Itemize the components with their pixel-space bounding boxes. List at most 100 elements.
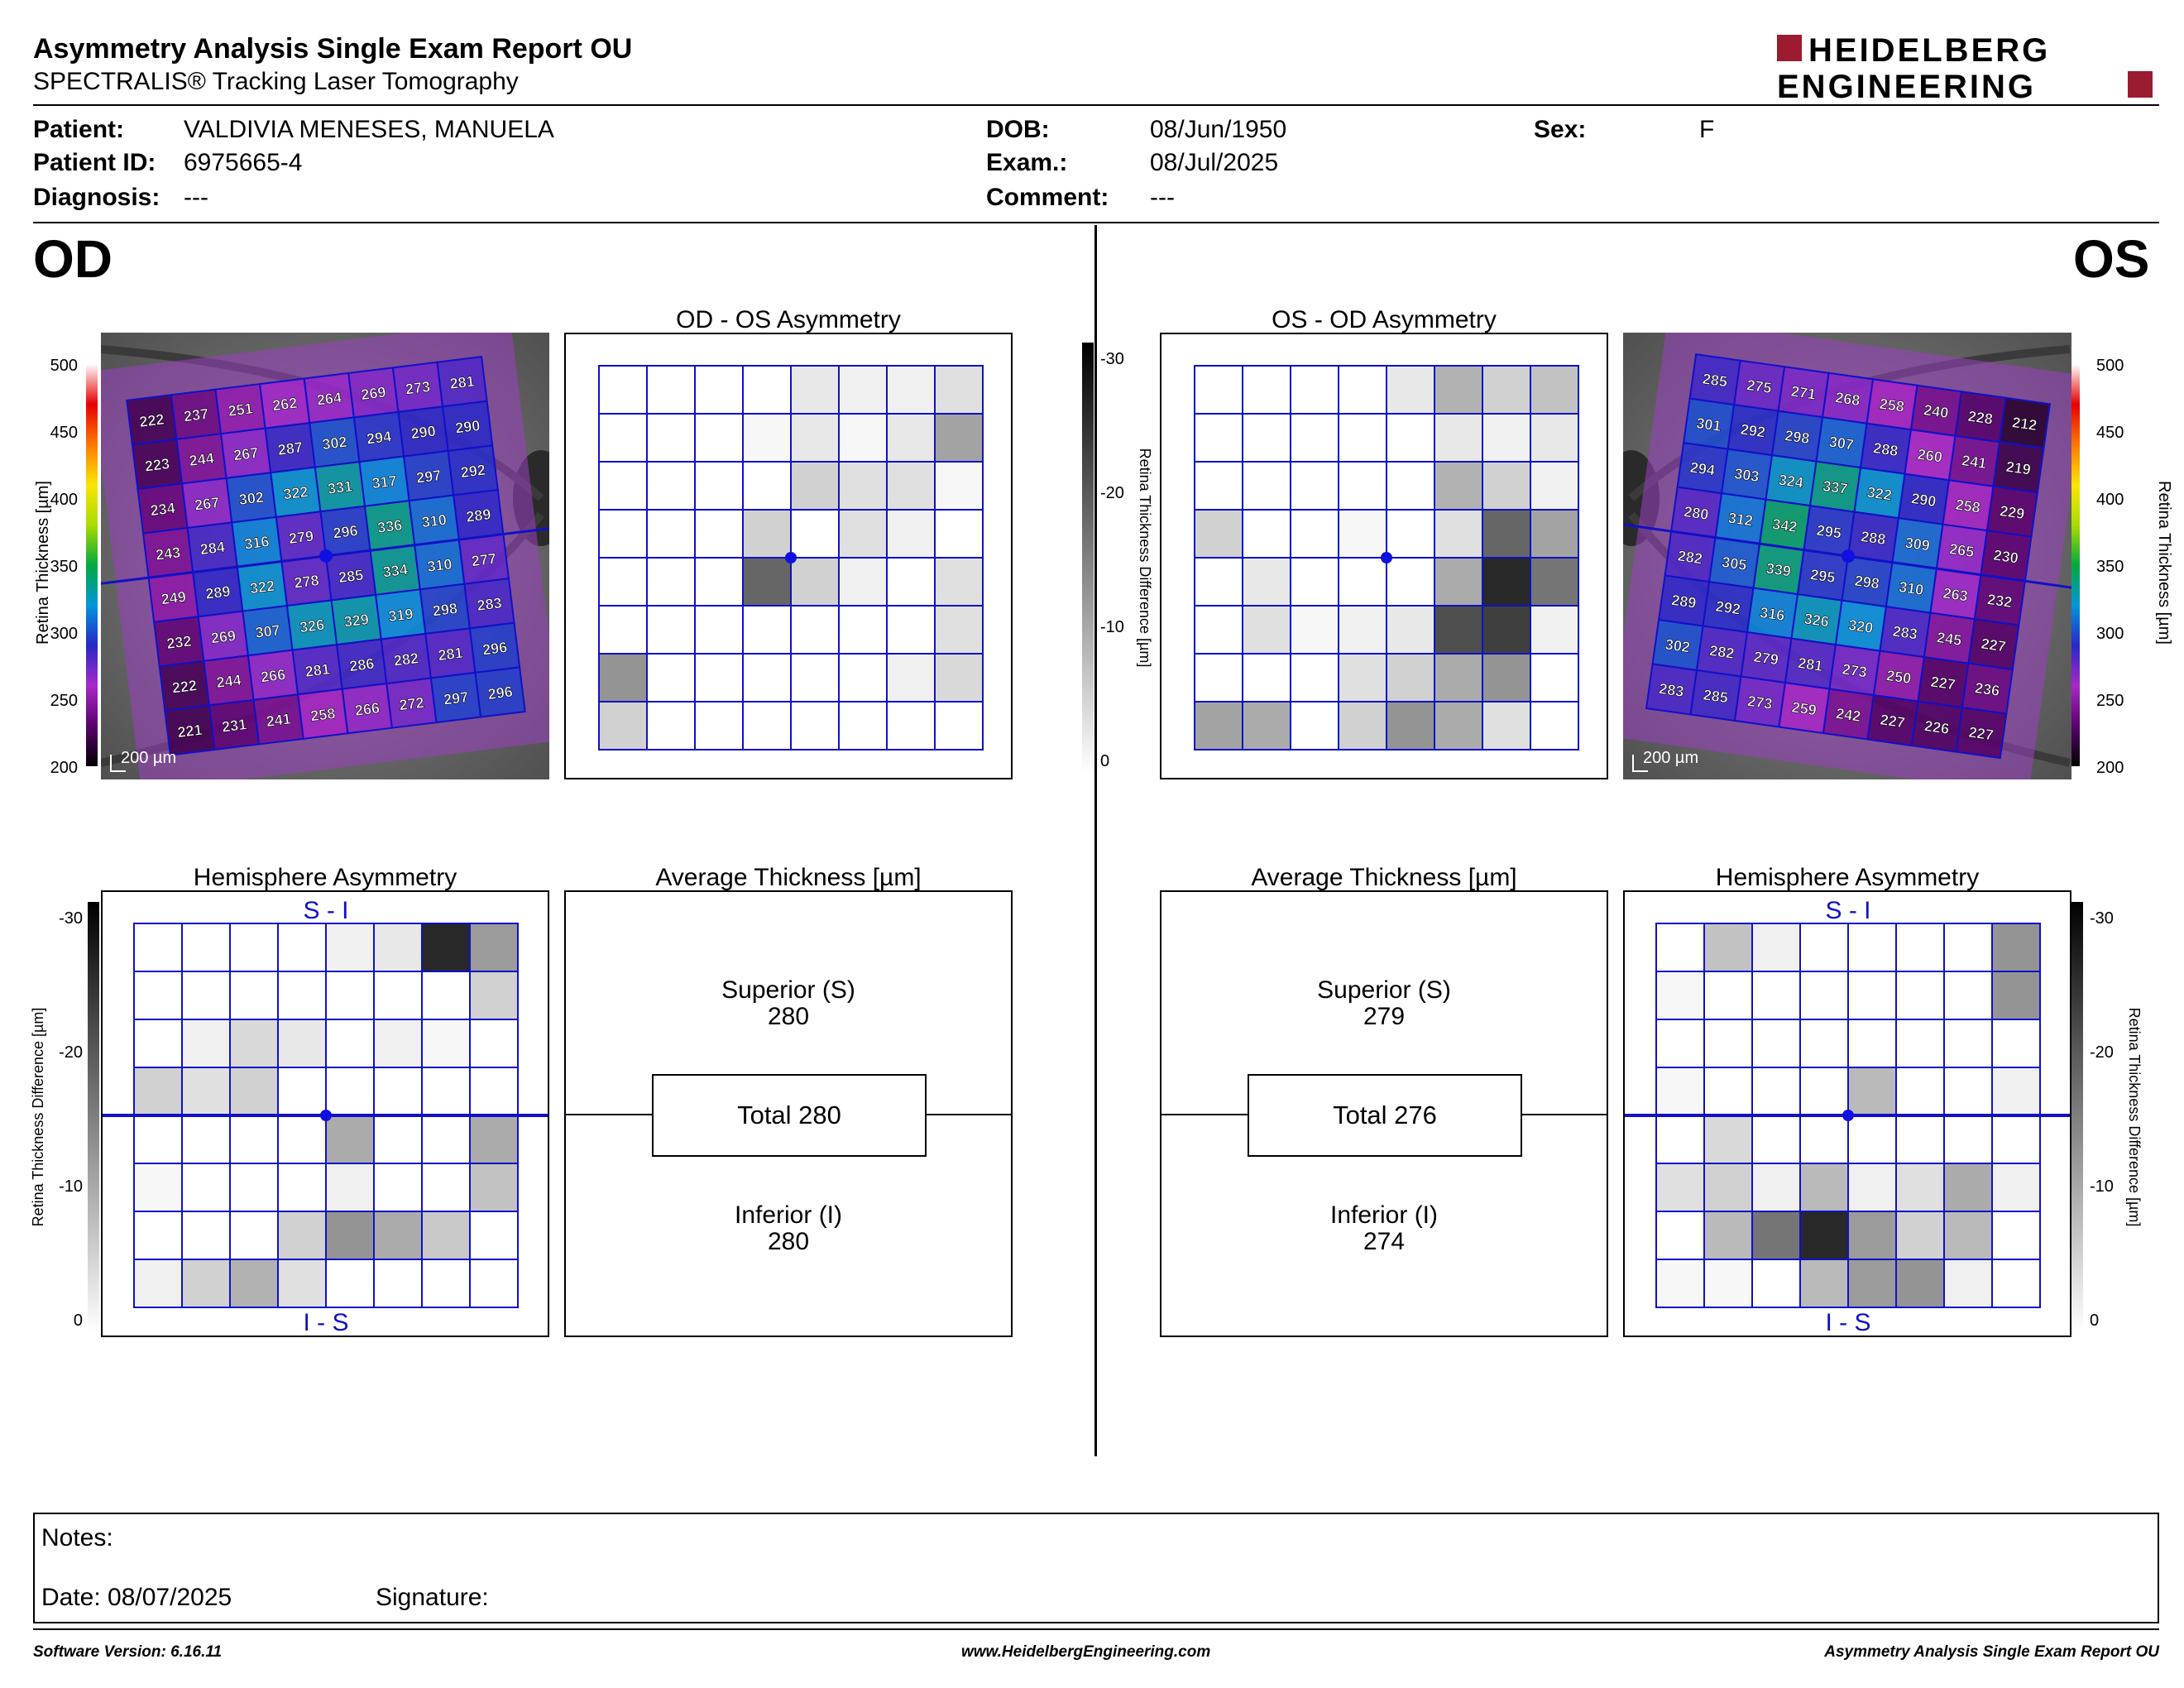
patient-id-label: Patient ID: — [33, 149, 156, 176]
grid-cell — [1655, 1259, 1705, 1308]
grid-cell — [1943, 1019, 1993, 1068]
grid-cell — [133, 1067, 183, 1116]
grid-cell — [1655, 1115, 1705, 1164]
website-link[interactable]: www.HeidelbergEngineering.com — [961, 1643, 1211, 1661]
thickness-tick-label: 500 — [2096, 357, 2124, 375]
thickness-value: 281 — [437, 645, 463, 664]
grid-cell — [373, 1019, 423, 1068]
thickness-value: 269 — [210, 627, 237, 647]
grid-cell — [1530, 557, 1579, 607]
grid-cell — [325, 1211, 375, 1260]
thickness-value: 251 — [228, 400, 254, 420]
grid-cell — [1847, 1115, 1897, 1164]
grid-cell — [1242, 509, 1291, 559]
grid-cell — [598, 413, 648, 463]
od-fundus-thickness-map: 222 237 251 262 264 269 273 281 223 244 267 287 302 2… — [85, 319, 569, 793]
grid-cell — [1290, 413, 1339, 463]
sex-value: F — [1699, 116, 1715, 143]
sex-label: Sex: — [1534, 116, 1587, 143]
grid-cell — [133, 923, 183, 972]
svg-text:HEIDELBERG: HEIDELBERG — [1808, 32, 2050, 69]
header-divider — [33, 104, 2159, 106]
exam-label: Exam.: — [986, 149, 1068, 176]
thickness-value: 260 — [1917, 446, 1944, 466]
thickness-value: 336 — [376, 516, 403, 536]
grid-cell — [1799, 1067, 1849, 1116]
thickness-value: 329 — [343, 611, 370, 631]
grid-cell — [1530, 653, 1579, 703]
thickness-value: 296 — [332, 522, 358, 542]
thickness-value: 302 — [238, 489, 265, 509]
grid-cell — [229, 1259, 279, 1308]
thickness-value: 277 — [471, 550, 497, 570]
grid-cell — [1703, 1019, 1753, 1068]
thickness-value: 227 — [1929, 674, 1956, 693]
grid-cell — [133, 1019, 183, 1068]
report-title: Asymmetry Analysis Single Exam Report OU — [33, 33, 633, 65]
grid-cell — [1242, 701, 1291, 750]
thickness-value: 334 — [382, 561, 409, 581]
grid-cell — [1338, 365, 1387, 415]
grid-cell — [277, 923, 327, 972]
patient-name: VALDIVIA MENESES, MANUELA — [184, 116, 554, 143]
grid-cell — [1434, 605, 1483, 655]
grid-cell — [742, 509, 792, 559]
grid-cell — [1895, 1259, 1945, 1308]
grid-cell — [469, 1067, 519, 1116]
grid-cell — [229, 1019, 279, 1068]
grid-cell — [373, 1115, 423, 1164]
notes-box[interactable]: Notes: Date: 08/07/2025 Signature: — [33, 1513, 2159, 1623]
thickness-value: 307 — [1828, 434, 1856, 453]
grid-cell — [1799, 1019, 1849, 1068]
grid-cell — [1386, 413, 1435, 463]
grid-cell — [1895, 1211, 1945, 1260]
scale-bar — [1632, 755, 1648, 772]
grid-cell — [229, 1211, 279, 1260]
grid-cell — [1895, 923, 1945, 972]
thickness-value: 310 — [1898, 578, 1925, 598]
thickness-value: 326 — [299, 616, 325, 636]
thickness-value: 266 — [260, 666, 286, 686]
grid-cell — [1991, 923, 2041, 972]
thickness-value: 232 — [165, 633, 192, 653]
grid-cell — [421, 1163, 471, 1212]
grid-cell — [1847, 1019, 1897, 1068]
grid-cell — [1434, 557, 1483, 607]
grid-cell — [1847, 923, 1897, 972]
grid-cell — [790, 557, 840, 607]
thickness-value: 290 — [454, 417, 481, 437]
grid-cell — [1991, 1211, 2041, 1260]
thickness-value: 298 — [1784, 427, 1811, 447]
thickness-value: 219 — [2005, 458, 2033, 478]
info-divider — [33, 222, 2159, 223]
grid-cell — [1847, 971, 1897, 1020]
difference-axis-label: Retina Thickness Difference [µm] — [30, 1008, 46, 1227]
difference-gray-bar — [88, 902, 99, 1332]
grid-cell — [1338, 509, 1387, 559]
grid-cell — [790, 605, 840, 655]
grid-cell — [1338, 653, 1387, 703]
dob-value: 08/Jun/1950 — [1150, 116, 1287, 143]
grid-cell — [181, 1067, 231, 1116]
thickness-value: 250 — [1885, 667, 1913, 687]
fovea-center-dot — [320, 1110, 332, 1121]
grid-cell — [229, 1067, 279, 1116]
grid-cell — [1482, 653, 1531, 703]
grid-cell — [838, 461, 888, 511]
od-hemisphere-title: Hemisphere Asymmetry — [193, 864, 457, 891]
grid-cell — [229, 971, 279, 1020]
grid-cell — [742, 605, 792, 655]
thickness-value: 326 — [1803, 611, 1831, 631]
grid-cell — [325, 1067, 375, 1116]
thickness-value: 305 — [1721, 554, 1748, 573]
grid-cell — [1482, 701, 1531, 750]
thickness-value: 289 — [1670, 592, 1698, 611]
grid-cell — [1655, 1067, 1705, 1116]
thickness-value: 258 — [309, 705, 336, 725]
grid-cell — [421, 923, 471, 972]
os-superior-label: Superior (S) — [1317, 976, 1451, 1004]
grid-cell — [1242, 365, 1291, 415]
grid-cell — [469, 971, 519, 1020]
grid-cell — [1799, 1163, 1849, 1212]
os-average-title: Average Thickness [µm] — [1251, 864, 1517, 891]
